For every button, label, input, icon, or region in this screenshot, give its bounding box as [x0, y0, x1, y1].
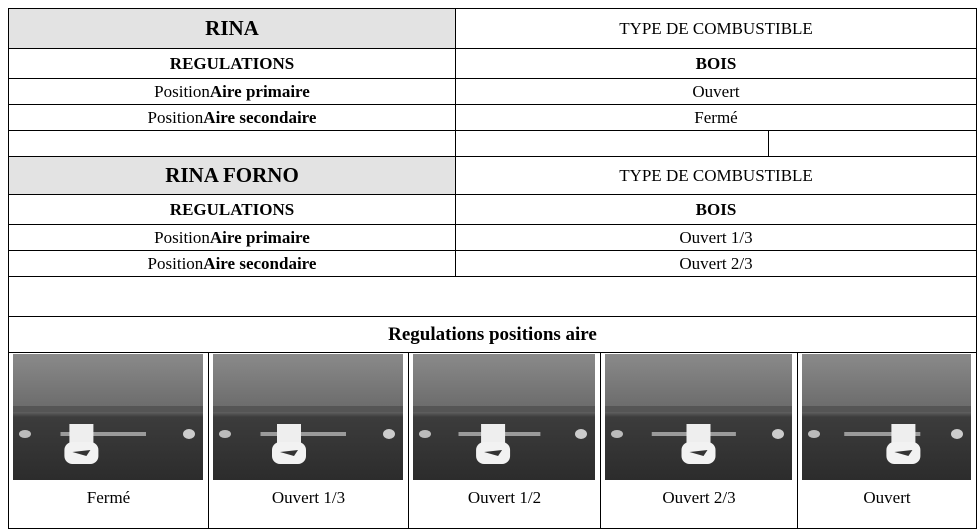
- row-value: Ouvert: [455, 78, 977, 105]
- label-prefix: Position: [147, 253, 204, 273]
- regulations-label: REGULATIONS: [8, 48, 456, 79]
- positions-title: Regulations positions aire: [8, 316, 977, 353]
- position-photo: [213, 354, 403, 480]
- fuel-value: BOIS: [455, 48, 977, 79]
- title-text: RINA FORNO: [165, 163, 299, 187]
- value-text: Ouvert 2/3: [679, 253, 753, 273]
- fuel-header: TYPE DE COMBUSTIBLE: [455, 156, 977, 195]
- regulations-text: REGULATIONS: [169, 53, 295, 73]
- label-prefix: Position: [147, 107, 204, 127]
- section-title: RINA FORNO: [8, 156, 456, 195]
- empty-cell: [455, 130, 769, 157]
- regulations-label: REGULATIONS: [8, 194, 456, 225]
- fuel-header-text: TYPE DE COMBUSTIBLE: [619, 165, 813, 185]
- fuel-text: BOIS: [695, 53, 737, 73]
- fuel-header-text: TYPE DE COMBUSTIBLE: [619, 18, 813, 38]
- position-caption: Fermé: [86, 488, 131, 507]
- row-label: Position Aire secondaire: [8, 104, 456, 131]
- row-value: Ouvert 1/3: [455, 224, 977, 251]
- position-caption: Ouvert 2/3: [662, 488, 736, 507]
- position-caption: Ouvert 1/3: [271, 488, 346, 507]
- position-caption: Ouvert 1/2: [467, 488, 542, 507]
- row-label: Position Aire primaire: [8, 78, 456, 105]
- label-prefix: Position: [154, 227, 210, 247]
- fuel-text: BOIS: [695, 199, 737, 219]
- position-photo: [13, 354, 203, 480]
- position-caption: Ouvert: [863, 488, 911, 507]
- row-label: Position Aire secondaire: [8, 250, 456, 277]
- regulations-text: REGULATIONS: [169, 199, 295, 219]
- label-prefix: Position: [154, 81, 210, 101]
- empty-row: [8, 276, 977, 317]
- title-text: RINA: [205, 16, 259, 40]
- fuel-value: BOIS: [455, 194, 977, 225]
- row-label: Position Aire primaire: [8, 224, 456, 251]
- empty-cell: [8, 130, 456, 157]
- label-bold: Aire secondaire: [203, 107, 317, 127]
- position-photo: [802, 354, 971, 480]
- position-photo: [413, 354, 595, 480]
- label-bold: Aire primaire: [209, 81, 310, 101]
- empty-cell: [768, 130, 977, 157]
- value-text: Ouvert: [692, 81, 740, 101]
- value-text: Fermé: [694, 107, 738, 127]
- row-value: Ouvert 2/3: [455, 250, 977, 277]
- position-photo: [605, 354, 792, 480]
- value-text: Ouvert 1/3: [679, 227, 753, 247]
- label-bold: Aire secondaire: [203, 253, 317, 273]
- fuel-header: TYPE DE COMBUSTIBLE: [455, 8, 977, 49]
- row-value: Fermé: [455, 104, 977, 131]
- label-bold: Aire primaire: [209, 227, 310, 247]
- section-title: RINA: [8, 8, 456, 49]
- positions-title-text: Regulations positions aire: [388, 323, 597, 345]
